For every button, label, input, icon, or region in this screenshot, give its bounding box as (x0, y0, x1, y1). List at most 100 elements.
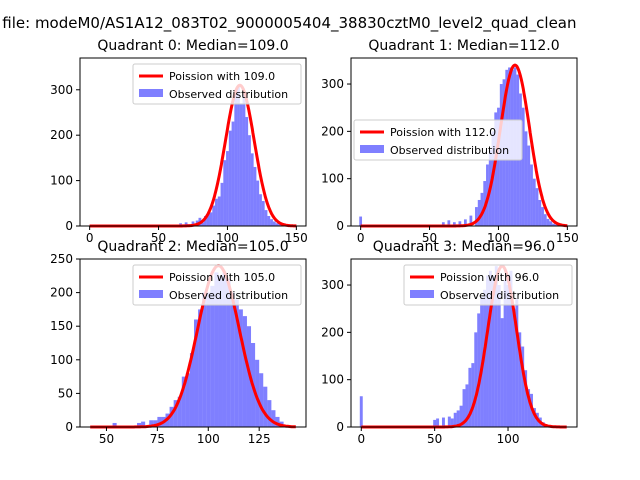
y-tick-label: 150 (50, 319, 73, 333)
histogram-bar (458, 221, 462, 226)
x-tick-label: 100 (197, 432, 220, 446)
histogram-bar (541, 207, 544, 226)
histogram-bar (538, 199, 542, 226)
histogram-bar (206, 292, 211, 427)
histogram-bar (441, 417, 445, 427)
histogram-bar (185, 373, 190, 427)
subplot-title: Quadrant 3: Median=96.0 (373, 239, 555, 255)
legend-label: Poission with 96.0 (440, 271, 539, 284)
histogram-bar (506, 285, 510, 427)
legend-box (132, 264, 302, 306)
x-tick-label: 75 (150, 432, 165, 446)
histogram-bar (518, 332, 522, 427)
poisson-curve (88, 83, 298, 228)
histogram-bar (239, 103, 243, 226)
y-tick-label: 300 (321, 77, 344, 91)
histogram-bar (475, 207, 478, 226)
histogram-bar (184, 222, 188, 226)
histogram-bar (500, 318, 504, 427)
histogram-bar (452, 222, 456, 226)
x-tick-label: 50 (99, 432, 114, 446)
histogram-bar (173, 400, 178, 427)
histogram-bar (465, 384, 469, 427)
histogram-bar (359, 396, 363, 427)
histogram-bar (275, 223, 279, 226)
histogram-bar (477, 313, 481, 427)
histogram-bar (486, 275, 489, 427)
histogram-bar (194, 319, 199, 427)
histogram-bar (521, 346, 525, 427)
legend-box (403, 264, 573, 306)
histogram-bar (215, 198, 218, 226)
histogram-bar (206, 214, 210, 226)
histogram-bar (527, 389, 531, 427)
histogram-bar (532, 178, 536, 226)
histogram-bar (220, 182, 224, 226)
legend: Poission with 96.0 Observed distribution (403, 264, 573, 306)
histogram-bar (275, 416, 280, 427)
histogram-bar (112, 422, 117, 427)
histogram-bar (231, 121, 235, 226)
histogram-bar (234, 94, 238, 226)
histogram-bar (191, 221, 195, 226)
histogram-bar (226, 279, 231, 427)
histogram-bar (468, 367, 472, 427)
histogram-bar (204, 216, 207, 226)
x-tick-label: 0 (357, 432, 365, 446)
histogram-bar (433, 419, 437, 427)
histogram-bar (524, 370, 528, 427)
x-tick-label: 50 (422, 231, 437, 245)
y-tick-label: 200 (50, 128, 73, 142)
histogram-bar (189, 353, 195, 427)
histogram-bar (554, 224, 558, 226)
legend-label: Observed distribution (390, 144, 509, 157)
legend-bar-swatch (410, 290, 434, 298)
histogram-bar (546, 218, 550, 226)
histogram-bar (447, 416, 451, 427)
histogram-bar (218, 275, 223, 427)
axes-frame (79, 258, 307, 428)
histogram-bar (201, 222, 205, 226)
histogram-bar (521, 107, 525, 226)
histogram-bar (515, 299, 519, 427)
histogram-bar (212, 205, 216, 226)
histogram-bar (271, 410, 276, 427)
histogram-bar (474, 332, 478, 427)
histogram-bar (259, 373, 264, 427)
histogram-bar (512, 308, 516, 427)
legend: Poission with 109.0 Observed distribution (132, 63, 302, 105)
histogram-bar (447, 220, 451, 226)
histogram-bar (278, 224, 282, 226)
legend: Poission with 112.0 Observed distribution (353, 119, 523, 161)
histogram-bar (459, 405, 463, 427)
histogram-bar (267, 216, 271, 226)
histogram-bar (359, 216, 363, 226)
histogram-bars (112, 272, 284, 427)
y-tick-label: 100 (50, 174, 73, 188)
histogram-bar (137, 422, 142, 427)
histogram-bar (532, 408, 536, 427)
histogram-bar (256, 180, 260, 226)
histogram-bar (477, 199, 481, 226)
histogram-bar (202, 292, 207, 427)
histogram-bar (494, 266, 498, 427)
subplot-3: 0 50 100 0 100 200 300 Quadrant 3: Median=96.0 P… (321, 239, 578, 446)
x-tick-label: 50 (151, 231, 166, 245)
histogram-bar (264, 210, 268, 226)
legend-box (353, 119, 523, 161)
histogram-bar (169, 406, 174, 427)
y-tick-label: 100 (321, 172, 344, 186)
histogram-bar (234, 299, 239, 427)
histogram-bar (255, 359, 260, 427)
histogram-bar (250, 153, 254, 226)
histogram-bar (503, 280, 507, 427)
histogram-bar (535, 188, 539, 226)
histogram-bar (242, 316, 247, 427)
subplot-title: Quadrant 0: Median=109.0 (97, 38, 288, 54)
histogram-bar (453, 412, 457, 427)
subplot-2: 50 75 100 125 0 50 100 150 200 250 Quadrant 2: Med… (50, 239, 307, 446)
histogram-bar (530, 164, 533, 226)
histogram-bar (261, 201, 265, 226)
x-tick-label: 0 (357, 231, 365, 245)
y-tick-label: 250 (50, 252, 73, 266)
